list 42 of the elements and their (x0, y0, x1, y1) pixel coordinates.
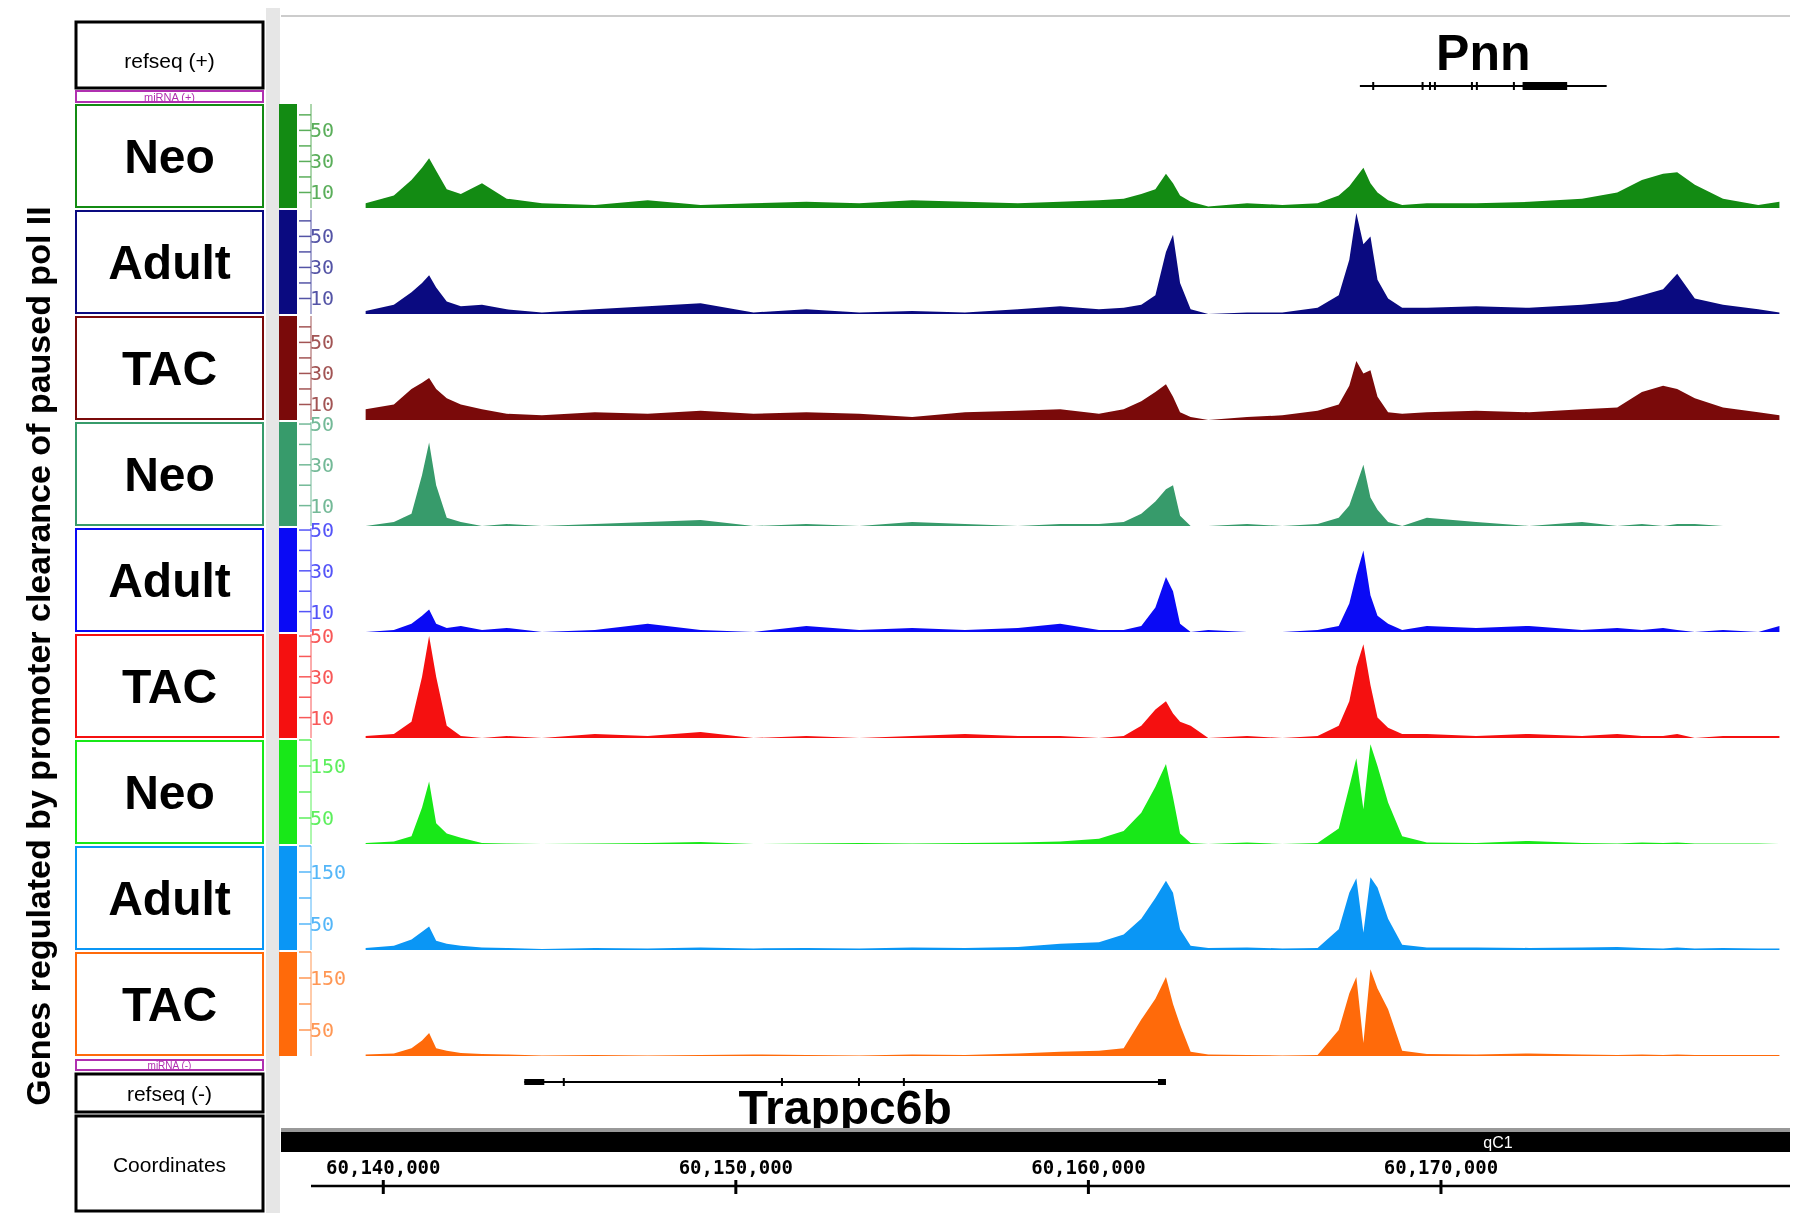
y-tick-label: 30 (310, 255, 335, 280)
y-tick-label: 50 (310, 624, 335, 649)
y-tick-label: 10 (310, 286, 335, 311)
y-axis-title: TAC (121, 660, 218, 713)
text: refseq (-) (126, 1082, 213, 1105)
text: Genes regulated by promoter clearance of paused pol II (19, 206, 57, 1106)
text: qC1 (1483, 1134, 1513, 1151)
y-tick-label: 10 (310, 493, 335, 518)
y-tick-label: 50 (310, 1018, 335, 1042)
y-tick-label: 30 (310, 452, 335, 477)
y-axis-title: TAC (121, 342, 218, 395)
y-tick-label: 50 (310, 330, 335, 355)
x-tick-label: 60,160,000 (1031, 1156, 1146, 1178)
y-tick-label: 10 (310, 705, 335, 730)
y-tick-label: 50 (310, 912, 335, 936)
y-tick-label: 30 (310, 558, 335, 583)
y-tick-label: 50 (310, 224, 335, 249)
y-tick-label: 10 (310, 180, 335, 205)
y-axis-title: Neo (124, 766, 215, 819)
y-tick-label: 50 (310, 118, 335, 143)
text: Trappc6b (738, 1081, 952, 1134)
text: Pnn (1436, 25, 1531, 81)
y-tick-label: 30 (310, 361, 335, 386)
text: Coordinates (112, 1153, 227, 1176)
y-axis-title: Adult (108, 554, 231, 607)
x-tick-label: 60,140,000 (326, 1156, 441, 1178)
y-tick-label: 150 (310, 754, 347, 778)
text: refseq (+) (124, 49, 215, 72)
x-tick-label: 60,150,000 (678, 1156, 794, 1178)
y-axis-title: Adult (108, 236, 231, 289)
y-tick-label: 10 (310, 599, 335, 624)
y-axis-title: Neo (124, 130, 215, 183)
y-tick-label: 30 (310, 149, 335, 174)
y-axis-title: Adult (108, 872, 231, 925)
y-tick-label: 50 (310, 518, 335, 543)
y-tick-label: 150 (310, 860, 347, 884)
y-axis-title: TAC (121, 978, 218, 1031)
y-tick-label: 50 (310, 806, 335, 830)
x-tick-label: 60,170,000 (1383, 1156, 1499, 1178)
y-tick-label: 150 (310, 966, 347, 990)
y-tick-label: 30 (310, 664, 335, 689)
y-axis-title: Neo (124, 448, 215, 501)
